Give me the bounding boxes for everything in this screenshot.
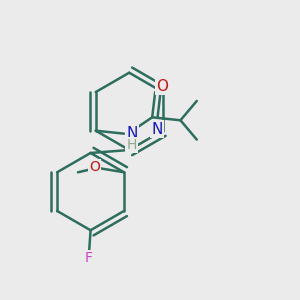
Text: O: O — [89, 160, 100, 174]
Text: N: N — [126, 126, 138, 141]
Text: F: F — [85, 251, 93, 265]
Text: H: H — [126, 138, 137, 152]
Text: O: O — [157, 79, 169, 94]
Text: N: N — [152, 122, 163, 137]
